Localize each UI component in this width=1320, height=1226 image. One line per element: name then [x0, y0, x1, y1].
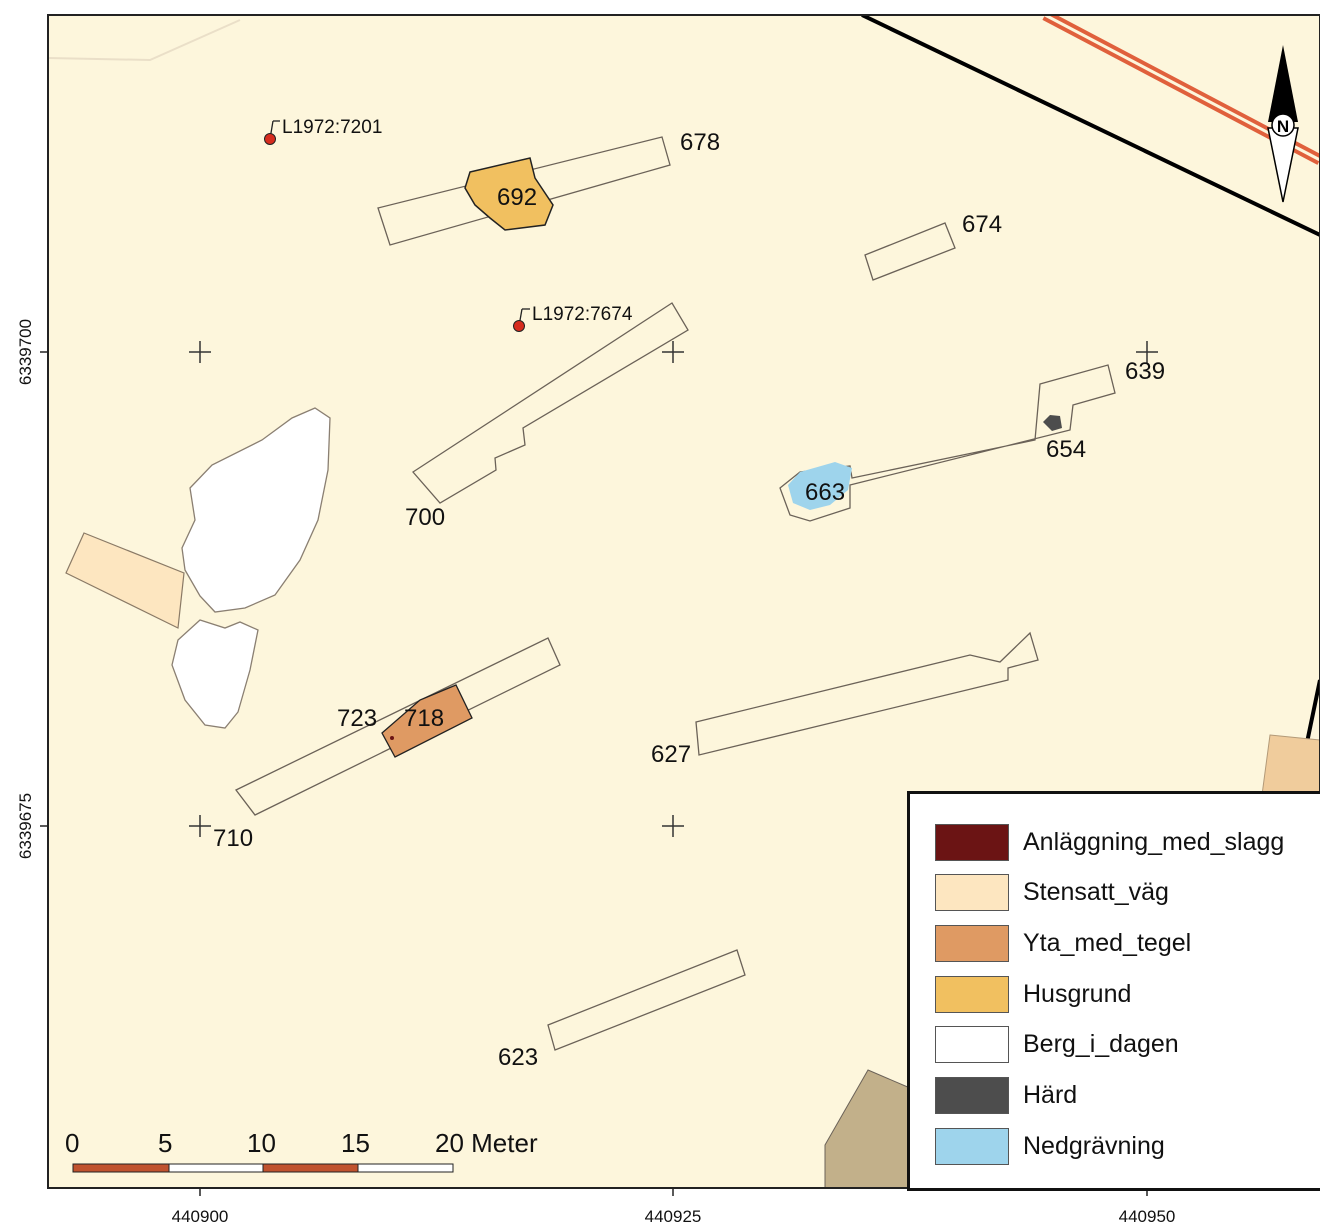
label-623: 623: [498, 1044, 538, 1071]
label-point-2: L1972:7674: [532, 304, 633, 325]
nedgravning-663: [788, 462, 852, 510]
legend-item: Berg_i_dagen: [935, 1024, 1179, 1064]
trench-623: [547, 949, 746, 1051]
label-654: 654: [1046, 436, 1086, 463]
berg-i-dagen-2: [171, 619, 259, 729]
legend-swatch: [935, 873, 1009, 911]
scale-label-10: 10: [247, 1128, 276, 1158]
legend-item: Yta_med_tegel: [935, 923, 1191, 963]
faint-boundary: [48, 19, 241, 62]
x-coord-label-3: 440950: [1119, 1207, 1176, 1226]
bottom-feature: [824, 1069, 911, 1188]
legend-swatch: [935, 1025, 1009, 1063]
legend-swatch: [935, 975, 1009, 1013]
label-678: 678: [680, 129, 720, 156]
berg-i-dagen-1: [181, 407, 331, 613]
north-arrow-letter: N: [1277, 117, 1289, 136]
legend-swatch: [935, 1127, 1009, 1165]
legend-label: Husgrund: [1023, 979, 1132, 1008]
y-coord-label-2: 6339675: [16, 793, 35, 859]
scale-label-15: 15: [341, 1128, 370, 1158]
label-723: 723: [337, 705, 377, 732]
slag-point: [390, 736, 394, 740]
scale-bar: 0 5 10 15 20 Meter: [65, 1128, 538, 1173]
north-arrow-icon: N: [1267, 45, 1299, 203]
legend-swatch: [935, 1076, 1009, 1114]
stensatt-vag-right: [1261, 734, 1320, 796]
husgrund-692: [464, 157, 554, 231]
label-692: 692: [497, 184, 537, 211]
legend-label: Härd: [1023, 1080, 1078, 1109]
fornlamning-point-1: [264, 120, 280, 145]
legend-item: Stensatt_väg: [935, 872, 1169, 912]
label-639: 639: [1125, 358, 1165, 385]
property-boundary-line: [861, 15, 1320, 237]
yta-med-tegel-718: [381, 684, 473, 758]
legend-item: Anläggning_med_slagg: [935, 822, 1284, 862]
legend-label: Yta_med_tegel: [1023, 928, 1192, 957]
x-coord-label-1: 440900: [172, 1207, 229, 1226]
hard-654: [1043, 415, 1062, 431]
legend-swatch: [935, 823, 1009, 861]
label-710: 710: [213, 825, 253, 852]
legend-item: Nedgrävning: [935, 1126, 1165, 1166]
x-coord-label-2: 440925: [645, 1207, 702, 1226]
y-coord-label-1: 6339700: [16, 319, 35, 385]
legend-label: Nedgrävning: [1023, 1131, 1165, 1160]
legend-label: Anläggning_med_slagg: [1023, 827, 1285, 856]
fornlamning-point-2: [513, 308, 530, 332]
legend-label: Berg_i_dagen: [1023, 1029, 1179, 1058]
scale-label-20: 20 Meter: [435, 1128, 538, 1158]
legend-label: Stensatt_väg: [1023, 877, 1169, 906]
legend-item: Husgrund: [935, 974, 1131, 1014]
scale-label-0: 0: [65, 1128, 79, 1158]
label-674: 674: [962, 211, 1002, 238]
label-663: 663: [805, 479, 845, 506]
legend-item: Härd: [935, 1075, 1077, 1115]
grid-crosses: [189, 341, 1158, 837]
label-point-1: L1972:7201: [282, 117, 382, 138]
label-718: 718: [404, 705, 444, 732]
legend-swatch: [935, 924, 1009, 962]
map-legend: Anläggning_med_slagg Stensatt_väg Yta_me…: [907, 791, 1320, 1191]
trench-674: [864, 222, 956, 281]
trench-700: [412, 302, 689, 504]
label-627: 627: [651, 741, 691, 768]
trench-627: [695, 631, 1039, 756]
label-700: 700: [405, 504, 445, 531]
stensatt-vag-left: [65, 532, 185, 629]
scale-label-5: 5: [158, 1128, 172, 1158]
